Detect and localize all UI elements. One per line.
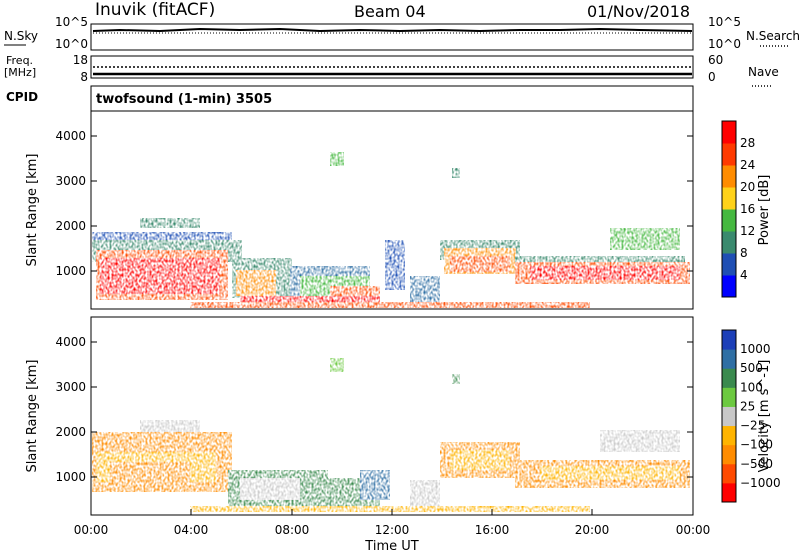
nsky-tick-top: 10^5	[55, 15, 88, 29]
velocity-ytick-3: 3000	[55, 380, 86, 394]
power-yticks	[91, 135, 693, 272]
power-ytick-2: 2000	[55, 219, 86, 233]
beam-title: Beam 04	[354, 2, 426, 21]
cpid-label: CPID	[6, 90, 38, 104]
nsky-panel-frame	[90, 23, 694, 51]
velocity-colorbar-tick: −100	[740, 438, 773, 452]
velocity-data	[92, 358, 690, 512]
xticks	[190, 509, 593, 515]
velocity-colorbar-label: Velocity [m s^-1]	[757, 360, 772, 473]
nave-tick-top: 60	[708, 53, 723, 67]
velocity-colorbar-swatch	[722, 330, 736, 350]
velocity-colorbar: −1000 −500 −100 −25 25 100 500 1000	[721, 329, 781, 503]
freq-label-line2: [MHz]	[4, 66, 36, 79]
velocity-colorbar-swatch	[722, 425, 736, 446]
power-ytick-3: 3000	[55, 174, 86, 188]
velocity-colorbar-tick: 500	[740, 361, 763, 375]
xtick-1600: 16:00	[475, 523, 510, 537]
velocity-ylabel: Slant Range [km]	[25, 360, 40, 473]
power-colorbar-swatch	[722, 187, 736, 210]
power-colorbar-swatch	[722, 275, 736, 298]
power-colorbar-frame	[721, 120, 737, 298]
power-colorbar-tick: 4	[740, 268, 748, 282]
power-colorbar-swatch	[722, 121, 736, 144]
cpid-value: twofsound (1-min) 3505	[96, 92, 272, 107]
velocity-colorbar-tick: −500	[740, 457, 773, 471]
velocity-colorbar-swatch	[722, 444, 736, 465]
power-colorbar-label: Power [dB]	[757, 175, 772, 246]
power-colorbar-swatch	[722, 253, 736, 276]
nave-tick-bottom: 0	[708, 70, 716, 84]
velocity-colorbar-swatch	[722, 463, 736, 484]
freq-tick-bottom: 8	[80, 70, 88, 84]
xtick-2000: 20:00	[575, 523, 610, 537]
power-colorbar-swatch	[722, 143, 736, 166]
power-panel-frame	[90, 110, 694, 310]
xtick-0000: 00:00	[74, 523, 109, 537]
velocity-colorbar-tick: 25	[740, 399, 755, 413]
power-data	[92, 152, 690, 308]
velocity-ytick-4: 4000	[55, 335, 86, 349]
freq-label-line1: Freq.	[6, 54, 33, 67]
power-colorbar-swatch	[722, 231, 736, 254]
velocity-colorbar-swatch	[722, 482, 736, 503]
power-colorbar-tick: 20	[740, 180, 755, 194]
power-colorbar-tick: 12	[740, 224, 755, 238]
velocity-colorbar-swatch	[722, 406, 736, 427]
xtick-0400: 04:00	[174, 523, 209, 537]
power-colorbar-tick: 28	[740, 136, 755, 150]
nsky-label: N.Sky	[4, 29, 38, 43]
xtick-2400: 00:00	[676, 523, 711, 537]
station-title: Inuvik (fitACF)	[95, 0, 216, 20]
freq-tick-top: 18	[73, 53, 88, 67]
nsearch-label: N.Search	[746, 29, 800, 43]
velocity-colorbar-swatch	[722, 368, 736, 388]
power-colorbar-tick: 8	[740, 246, 748, 260]
power-ytick-1: 1000	[55, 264, 86, 278]
nsky-trace	[92, 27, 693, 33]
power-colorbar: 4 8 12 16 20 24 28	[721, 120, 755, 298]
velocity-colorbar-tick: 1000	[740, 342, 771, 356]
velocity-colorbar-swatch	[722, 349, 736, 369]
power-colorbar-tick: 16	[740, 202, 755, 216]
xtick-1200: 12:00	[375, 523, 410, 537]
nsearch-tick-top: 10^5	[708, 15, 741, 29]
velocity-colorbar-tick: −1000	[740, 476, 781, 490]
nave-label: Nave	[748, 65, 779, 79]
velocity-ytick-1: 1000	[55, 470, 86, 484]
freq-panel-frame	[90, 55, 694, 79]
power-colorbar-swatch	[722, 209, 736, 232]
nsearch-tick-bottom: 10^0	[708, 37, 741, 51]
xtick-0800: 08:00	[275, 523, 310, 537]
power-colorbar-tick: 24	[740, 158, 755, 172]
velocity-colorbar-tick: 100	[740, 380, 763, 394]
velocity-colorbar-frame	[721, 329, 737, 503]
power-ylabel: Slant Range [km]	[25, 154, 40, 267]
velocity-colorbar-swatch	[722, 387, 736, 407]
nsky-tick-bottom: 10^0	[55, 37, 88, 51]
velocity-colorbar-tick: −25	[740, 419, 765, 433]
velocity-yticks	[91, 341, 693, 478]
power-colorbar-swatch	[722, 165, 736, 188]
power-ytick-4: 4000	[55, 129, 86, 143]
velocity-xlabel: Time UT	[364, 539, 418, 554]
velocity-ytick-2: 2000	[55, 425, 86, 439]
date-title: 01/Nov/2018	[587, 2, 691, 21]
